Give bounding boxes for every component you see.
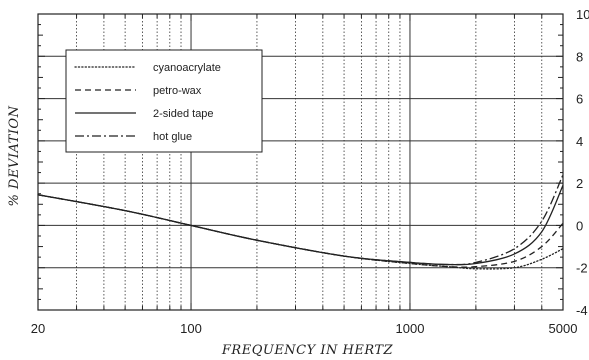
legend-label: petro-wax [153, 85, 202, 97]
x-tick-label: 5000 [549, 321, 578, 336]
y-tick-label: 0 [576, 218, 583, 233]
series-line-cyanoacrylate [37, 194, 564, 270]
y-tick-label: 4 [576, 134, 583, 149]
legend-label: hot glue [153, 131, 192, 143]
series-lines [37, 174, 564, 270]
legend-label: 2-sided tape [153, 108, 214, 120]
series-line-hot-glue [37, 174, 564, 266]
series-line-petro-wax [37, 194, 564, 268]
legend: cyanoacrylate petro-wax 2-sided tape hot gl… [65, 49, 263, 153]
tick-labels: 20 100 1000 5000 -4 -2 0 2 4 6 8 10 [31, 7, 589, 336]
y-axis-title: % DEVIATION [7, 105, 22, 206]
x-tick-label: 1000 [396, 321, 425, 336]
y-tick-label: 8 [576, 49, 583, 64]
y-tick-label: 2 [576, 176, 583, 191]
x-axis-title: FREQUENCY IN HERTZ [221, 343, 394, 358]
y-tick-label: 6 [576, 92, 583, 107]
x-tick-label: 20 [31, 321, 45, 336]
x-tick-label: 100 [180, 321, 202, 336]
legend-label: cyanoacrylate [153, 62, 221, 74]
y-tick-label: 10 [576, 7, 589, 22]
y-tick-label: -4 [576, 303, 588, 318]
axis-ticks [37, 13, 564, 311]
y-tick-label: -2 [576, 261, 588, 276]
